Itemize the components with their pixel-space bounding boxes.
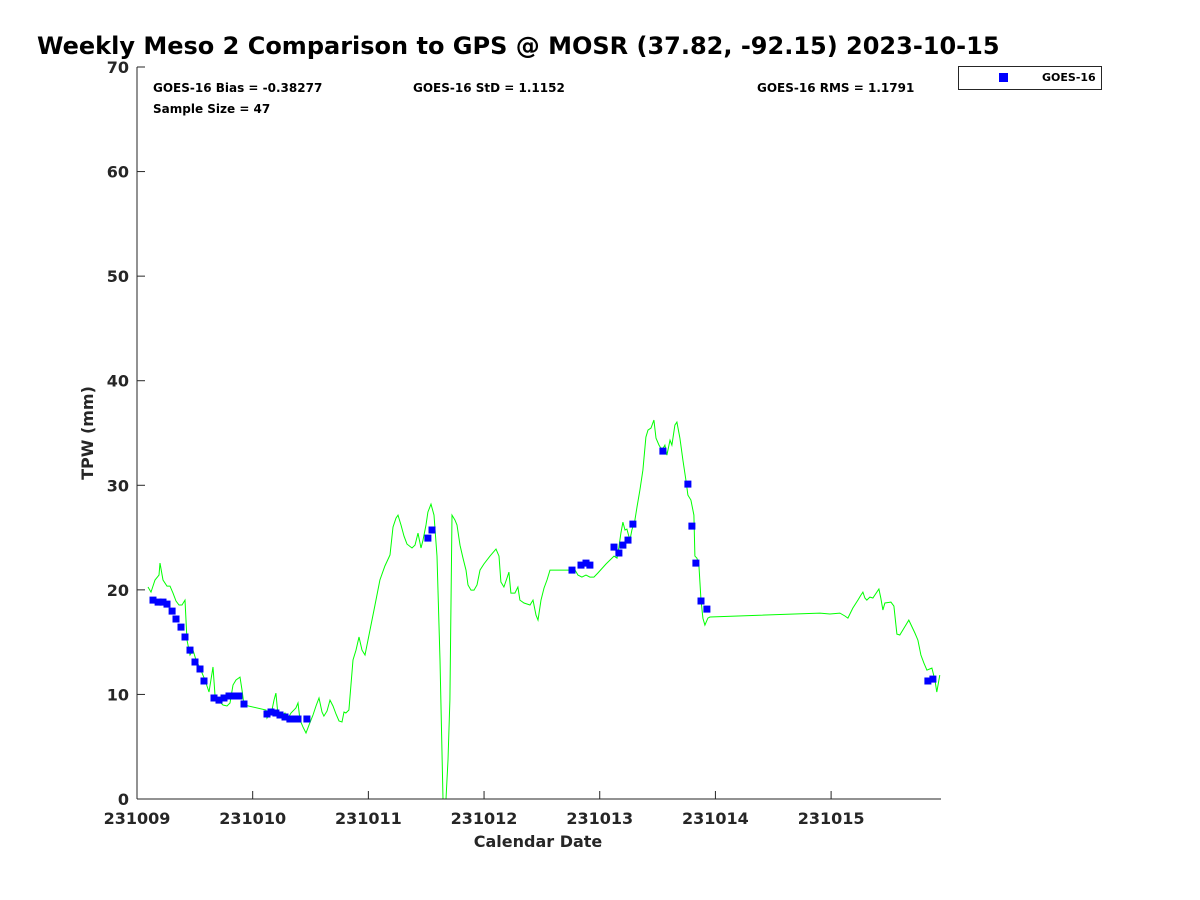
goes16-point (692, 559, 700, 567)
goes16-point (196, 665, 204, 673)
goes16-point (149, 596, 157, 604)
goes16-point (240, 700, 248, 708)
x-tick-label: 231012 (451, 809, 518, 828)
y-tick-label: 10 (107, 685, 129, 704)
goes16-point (263, 710, 271, 718)
x-tick-label: 231013 (566, 809, 633, 828)
goes16-point (582, 559, 590, 567)
goes16-point (294, 715, 302, 723)
x-tick-label: 231009 (104, 809, 171, 828)
goes16-point (659, 447, 667, 455)
y-tick-label: 30 (107, 476, 129, 495)
goes16-point (225, 692, 233, 700)
goes16-point (230, 692, 238, 700)
x-tick-label: 231010 (219, 809, 286, 828)
goes16-point (610, 543, 618, 551)
goes16-point (428, 526, 436, 534)
goes16-point (267, 708, 275, 716)
goes16-point (924, 677, 932, 685)
goes16-point (424, 534, 432, 542)
goes16-point (684, 480, 692, 488)
goes16-point (697, 597, 705, 605)
goes16-point (272, 709, 280, 717)
goes16-point (929, 675, 937, 683)
goes16-point (220, 694, 228, 702)
plot-area (147, 419, 941, 800)
goes16-point (586, 561, 594, 569)
goes16-point (163, 600, 171, 608)
goes16-point (624, 536, 632, 544)
goes16-point (235, 692, 243, 700)
y-tick-label: 20 (107, 581, 129, 600)
goes16-point (215, 696, 223, 704)
legend: GOES-16 (958, 66, 1102, 90)
y-tick-label: 40 (107, 372, 129, 391)
goes16-point (177, 623, 185, 631)
goes16-point (703, 605, 711, 613)
goes16-point (200, 677, 208, 685)
y-tick-label: 70 (107, 58, 129, 77)
axes: 0 10 20 30 40 50 60 70 231009 231010 231011 231012 2… (104, 58, 941, 828)
goes16-point (172, 615, 180, 623)
legend-marker-goes16 (999, 73, 1008, 82)
sample-size-stat: Sample Size = 47 (153, 102, 270, 116)
x-tick-label: 231015 (798, 809, 865, 828)
goes16-point (688, 522, 696, 530)
goes16-point (286, 715, 294, 723)
y-tick-label: 60 (107, 163, 129, 182)
bias-stat: GOES-16 Bias = -0.38277 (153, 81, 322, 95)
chart-title: Weekly Meso 2 Comparison to GPS @ MOSR (… (37, 32, 1000, 60)
goes16-point (159, 598, 167, 606)
legend-box (958, 66, 1102, 90)
goes16-point (619, 541, 627, 549)
goes16-point (210, 694, 218, 702)
x-tick-label: 231014 (682, 809, 749, 828)
goes16-point (181, 633, 189, 641)
goes16-point (281, 713, 289, 721)
goes16-point (191, 658, 199, 666)
y-tick-label: 50 (107, 267, 129, 286)
goes16-point (276, 711, 284, 719)
legend-label-goes16: GOES-16 (1042, 71, 1096, 84)
goes16-point (168, 607, 176, 615)
goes16-point (615, 549, 623, 557)
goes16-point (154, 598, 162, 606)
gps-series-line (147, 419, 941, 800)
y-tick-label: 0 (118, 790, 129, 809)
goes16-point (577, 561, 585, 569)
goes16-point (568, 566, 576, 574)
goes16-point (629, 520, 637, 528)
goes16-point (290, 715, 298, 723)
rms-stat: GOES-16 RMS = 1.1791 (757, 81, 914, 95)
x-axis-label: Calendar Date (474, 832, 603, 851)
std-stat: GOES-16 StD = 1.1152 (413, 81, 565, 95)
y-axis-label: TPW (mm) (78, 386, 97, 480)
x-tick-label: 231011 (335, 809, 402, 828)
goes16-point (186, 646, 194, 654)
goes16-point (303, 715, 311, 723)
